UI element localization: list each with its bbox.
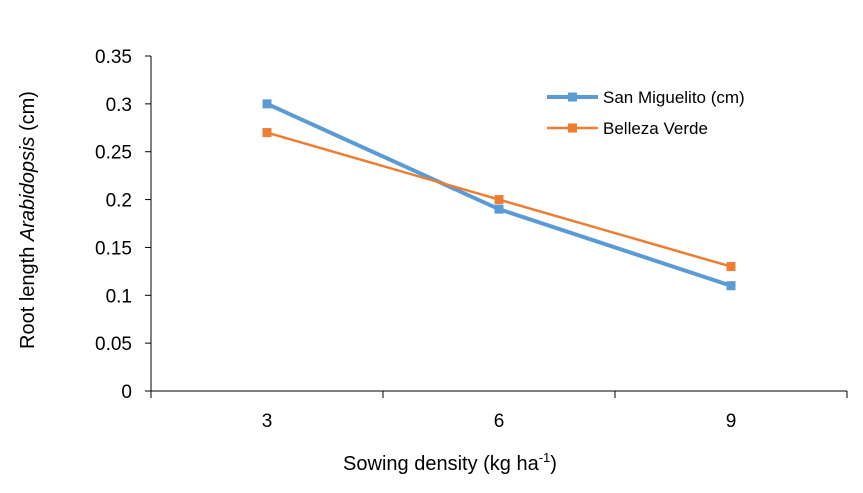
x-tick-label: 6 [494, 411, 505, 432]
data-point [726, 262, 736, 272]
y-axis-label: Root length Arabidopsis (cm) [17, 91, 39, 349]
legend-marker [568, 92, 577, 102]
data-point [262, 99, 272, 109]
legend-marker [568, 123, 577, 133]
y-tick-label: 0.05 [95, 334, 132, 355]
data-point [726, 281, 736, 291]
data-point [494, 204, 504, 214]
data-point [494, 195, 504, 205]
y-tick-label: 0.3 [106, 95, 132, 116]
series-1 [262, 128, 736, 272]
y-tick-label: 0.1 [106, 286, 132, 307]
x-tick-label: 9 [726, 411, 737, 432]
series-0 [262, 99, 736, 291]
legend-label: San Miguelito (cm) [603, 88, 745, 107]
y-tick-label: 0 [121, 382, 132, 403]
x-axis-label: Sowing density (kg ha-1) [343, 450, 557, 475]
legend-label: Belleza Verde [603, 119, 708, 138]
y-tick-label: 0.2 [106, 191, 132, 212]
y-tick-label: 0.15 [95, 238, 132, 259]
x-tick-label: 3 [262, 411, 273, 432]
data-point [262, 128, 272, 138]
y-tick-label: 0.35 [95, 47, 132, 68]
y-tick-label: 0.25 [95, 143, 132, 164]
